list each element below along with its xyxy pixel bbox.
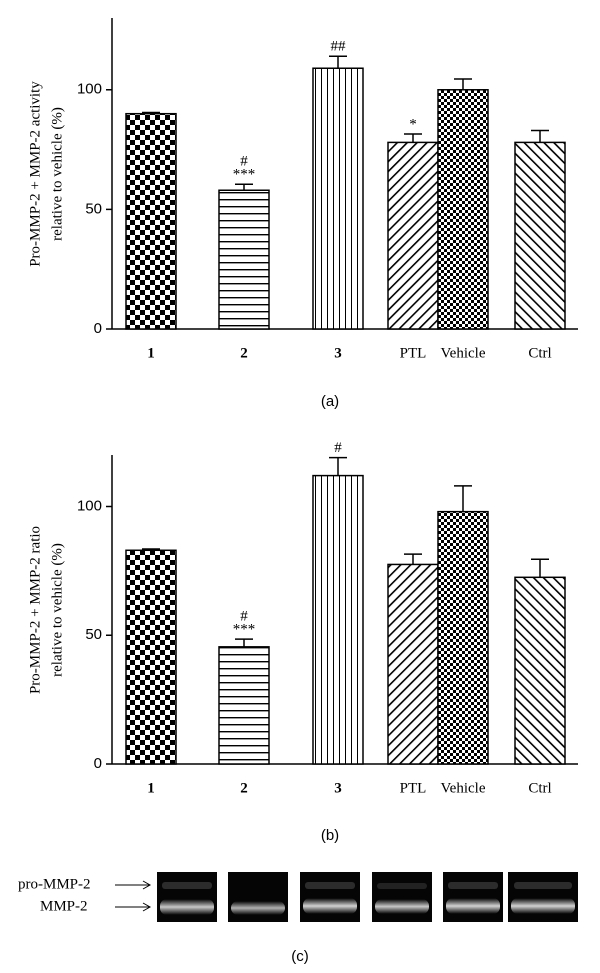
x-tick-label: 2 — [240, 780, 248, 796]
bar — [125, 112, 177, 330]
x-tick-label: PTL — [400, 780, 427, 796]
y-axis-label: Pro-MMP-2 + MMP-2 ratio — [27, 526, 43, 694]
significance-mark: * — [409, 116, 417, 132]
y-tick-label: 0 — [94, 320, 102, 337]
y-tick-label: 50 — [85, 200, 102, 217]
x-tick-label: 2 — [240, 345, 248, 361]
y-tick-label: 0 — [94, 755, 102, 772]
x-tick-label: Ctrl — [528, 345, 551, 361]
gel-label: MMP-2 — [40, 898, 88, 914]
panel-caption: (a) — [321, 393, 339, 410]
significance-mark: *** — [233, 622, 256, 638]
gel-label: pro-MMP-2 — [18, 876, 91, 892]
y-axis-label: relative to vehicle (%) — [49, 543, 65, 677]
significance-mark: *** — [233, 167, 256, 183]
bar — [387, 563, 439, 765]
significance-mark: # — [334, 440, 342, 456]
gel-panel: pro-MMP-2 MMP-2 (c) — [18, 872, 578, 965]
bar — [125, 549, 177, 765]
x-tick-label: Ctrl — [528, 780, 551, 796]
significance-mark: ## — [331, 39, 347, 55]
bar — [218, 189, 270, 330]
bar — [437, 89, 489, 330]
bar — [437, 510, 489, 765]
bar — [312, 67, 364, 330]
x-tick-label: 1 — [147, 345, 155, 361]
y-axis-label: relative to vehicle (%) — [49, 107, 65, 241]
y-tick-label: 100 — [77, 81, 102, 98]
x-tick-label: 3 — [334, 780, 342, 796]
bar — [312, 474, 364, 765]
significance-mark: # — [240, 609, 248, 625]
panel-caption: (b) — [321, 827, 339, 844]
x-tick-label: Vehicle — [441, 780, 486, 796]
x-tick-label: Vehicle — [441, 345, 486, 361]
y-tick-label: 100 — [77, 497, 102, 514]
x-tick-label: PTL — [400, 345, 427, 361]
significance-mark: # — [240, 154, 248, 170]
panel-caption: (c) — [291, 948, 309, 965]
gel-lanes — [157, 872, 578, 922]
bar — [218, 646, 270, 765]
bar — [514, 576, 566, 765]
y-axis-label: Pro-MMP-2 + MMP-2 activity — [27, 81, 43, 267]
y-tick-label: 50 — [85, 626, 102, 643]
arrows — [115, 880, 152, 912]
bar — [514, 141, 566, 330]
bar — [387, 141, 439, 330]
x-tick-label: 1 — [147, 780, 155, 796]
x-tick-label: 3 — [334, 345, 342, 361]
